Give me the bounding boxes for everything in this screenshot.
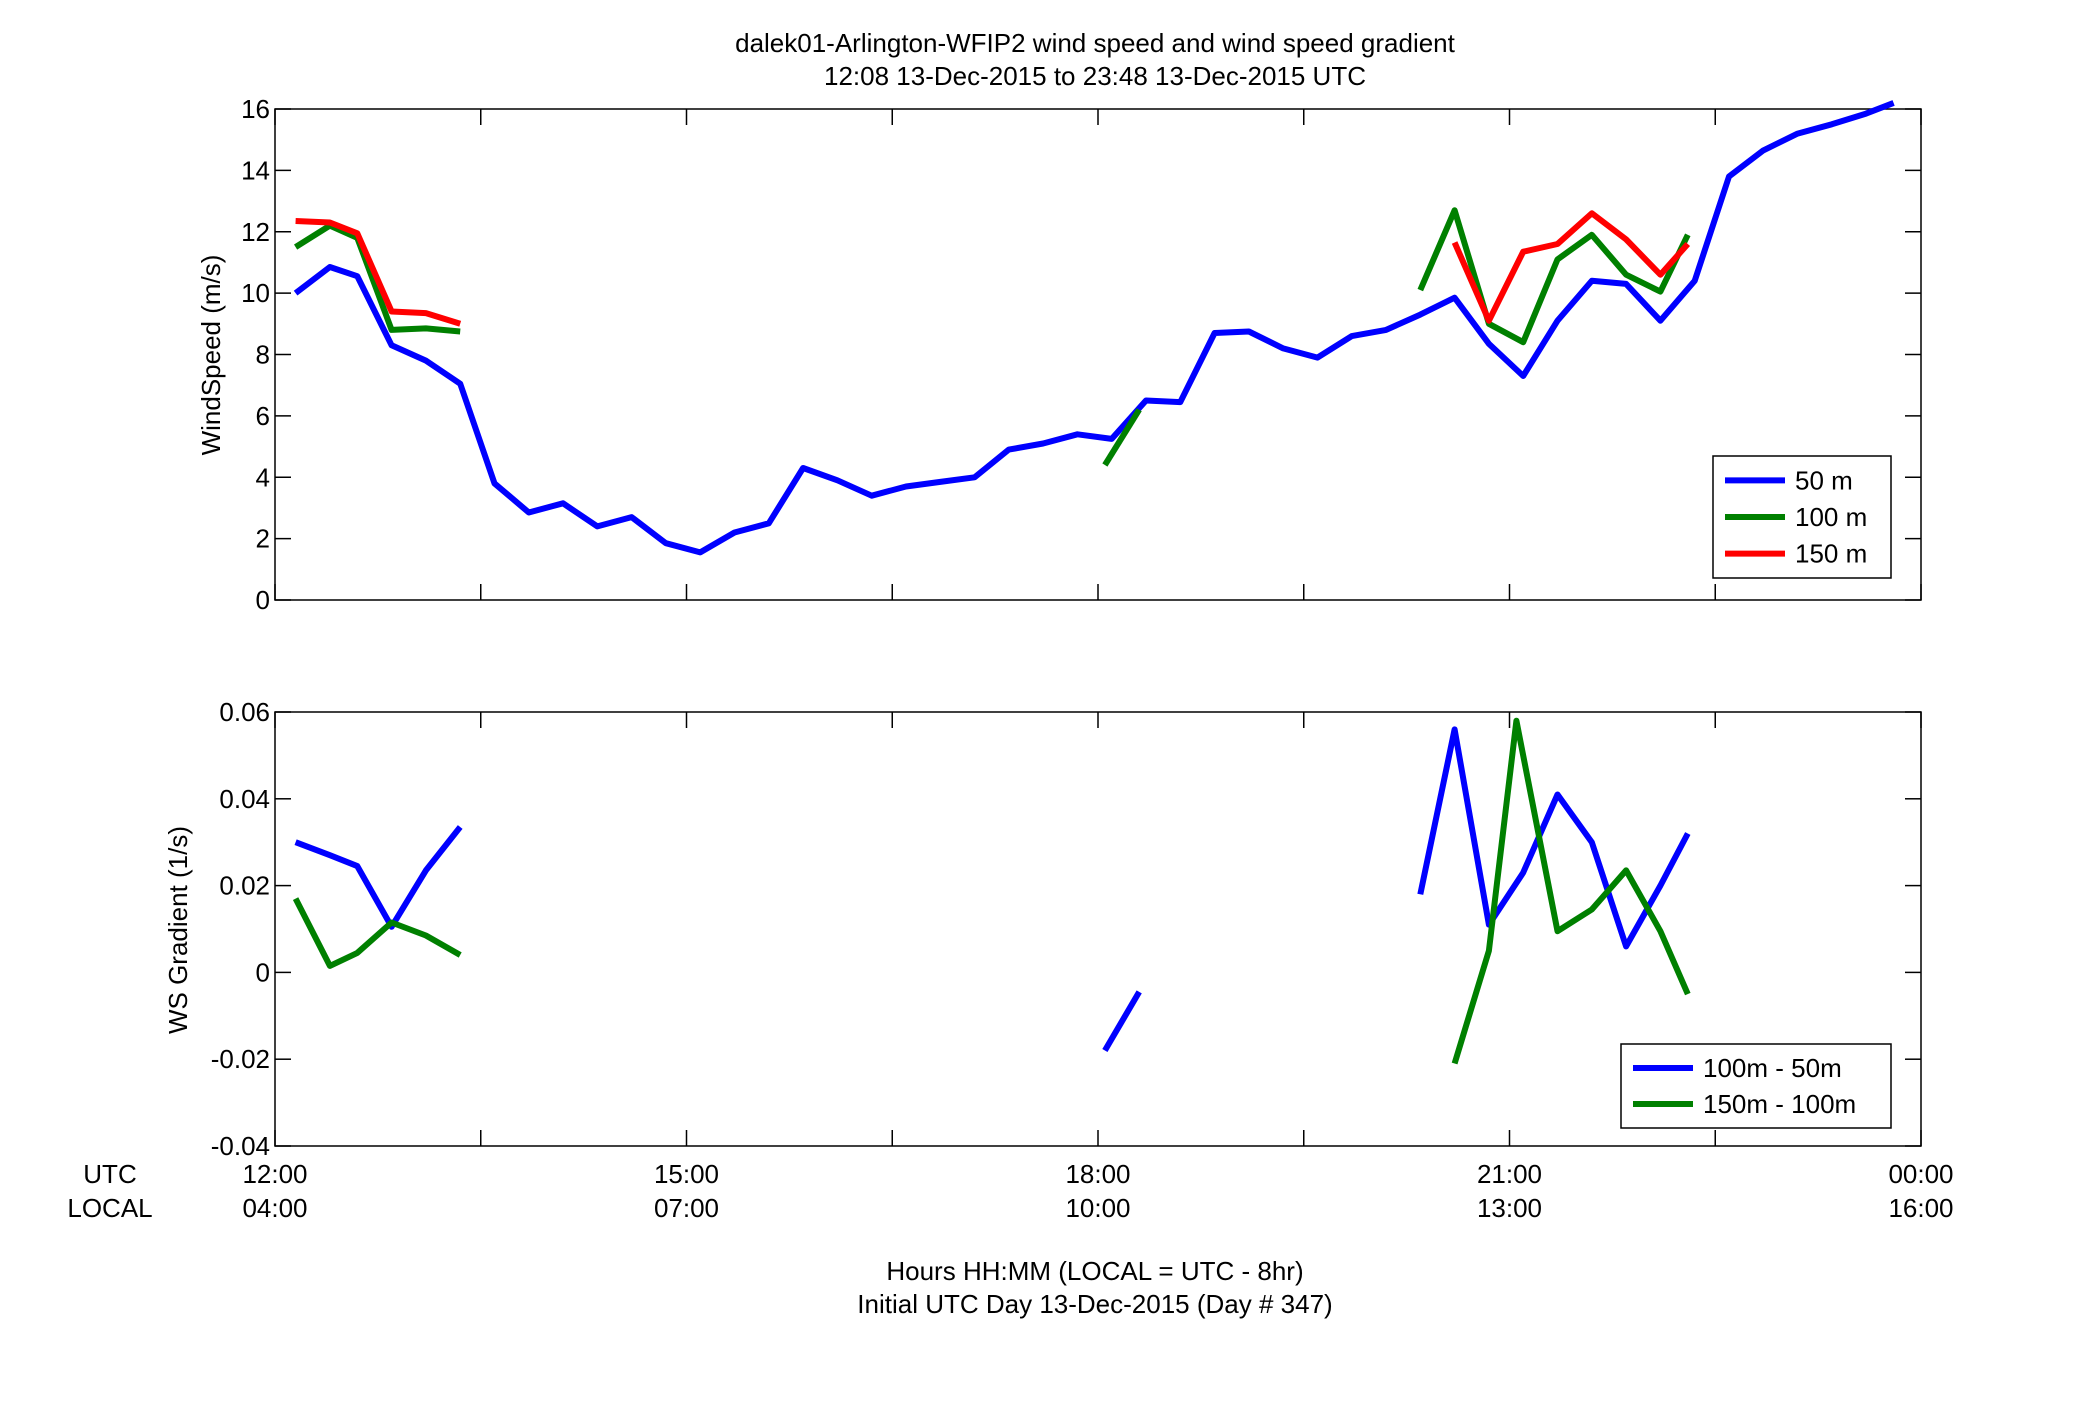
windspeed-y-tick-label: 0 xyxy=(256,585,270,615)
windspeed-y-tick-label: 6 xyxy=(256,401,270,431)
x-tick-label-utc: 15:00 xyxy=(654,1159,719,1189)
x-tick-label-utc: 18:00 xyxy=(1065,1159,1130,1189)
windspeed-y-tick-label: 8 xyxy=(256,340,270,370)
row-label-utc: UTC xyxy=(83,1159,136,1189)
gradient-series xyxy=(292,717,1691,1065)
gradient-legend: 100m - 50m 150m - 100m xyxy=(1620,1043,1892,1129)
gradient-y-tick-label: 0.02 xyxy=(219,871,270,901)
gradient-line-100m-50m xyxy=(294,825,463,930)
gradient-panel: -0.04 -0.02 0 0.02 0.04 0.06 WS Gradient (1/s… xyxy=(163,697,1922,1161)
windspeed-legend: 50 m 100 m 150 m xyxy=(1712,455,1892,579)
x-tick-label-local: 04:00 xyxy=(242,1193,307,1223)
figure-title-line2: 12:08 13-Dec-2015 to 23:48 13-Dec-2015 U… xyxy=(824,61,1366,91)
x-tick-label-local: 10:00 xyxy=(1065,1193,1130,1223)
windspeed-legend-label: 150 m xyxy=(1795,539,1867,569)
windspeed-line-100-m xyxy=(1417,207,1691,346)
x-axis-label-line2: Initial UTC Day 13-Dec-2015 (Day # 347) xyxy=(857,1289,1332,1319)
x-tick-label-local: 13:00 xyxy=(1477,1193,1542,1223)
gradient-line-100m-50m xyxy=(1102,990,1142,1053)
windspeed-line-100-m xyxy=(294,222,461,335)
figure-title-line1: dalek01-Arlington-WFIP2 wind speed and w… xyxy=(735,28,1456,58)
windspeed-line-100-m xyxy=(1102,408,1142,467)
x-tick-label-utc: 21:00 xyxy=(1477,1159,1542,1189)
gradient-legend-label: 100m - 50m xyxy=(1703,1053,1842,1083)
gradient-y-tick-label: 0.06 xyxy=(219,697,270,727)
gradient-x-ticks xyxy=(274,712,1922,1146)
x-tick-labels: 12:00 04:00 15:00 07:00 18:00 10:00 21:00 13:00… xyxy=(242,1159,1953,1223)
gradient-y-tick-label: -0.02 xyxy=(211,1044,270,1074)
windspeed-legend-label: 100 m xyxy=(1795,502,1867,532)
windspeed-y-axis-label: WindSpeed (m/s) xyxy=(196,255,226,456)
x-axis-label-line1: Hours HH:MM (LOCAL = UTC - 8hr) xyxy=(886,1256,1303,1286)
windspeed-line-150-m xyxy=(295,218,462,327)
x-tick-label-utc: 12:00 xyxy=(242,1159,307,1189)
gradient-y-tick-label: -0.04 xyxy=(211,1131,270,1161)
windspeed-y-tick-label: 16 xyxy=(241,94,270,124)
gradient-legend-box xyxy=(1620,1043,1892,1129)
windspeed-line-50-m xyxy=(293,100,1895,556)
row-label-local: LOCAL xyxy=(67,1193,152,1223)
x-tick-label-utc: 00:00 xyxy=(1888,1159,1953,1189)
windspeed-line-150-m xyxy=(1451,210,1691,324)
gradient-y-tick-label: 0.04 xyxy=(219,784,270,814)
gradient-line-150m-100m xyxy=(1451,717,1691,1065)
gradient-y-tick-label: 0 xyxy=(256,957,270,987)
gradient-legend-label: 150m - 100m xyxy=(1703,1089,1856,1119)
gradient-y-axis: -0.04 -0.02 0 0.02 0.04 0.06 xyxy=(211,697,1921,1161)
windspeed-y-tick-label: 4 xyxy=(256,462,270,492)
windspeed-y-tick-label: 10 xyxy=(241,278,270,308)
windspeed-x-ticks xyxy=(274,109,1922,600)
windspeed-y-tick-label: 2 xyxy=(256,524,270,554)
windspeed-panel: 0 2 4 6 8 10 12 14 16 WindSpeed (m/s) 50 m 100 m 1… xyxy=(196,94,1922,615)
windspeed-plot-area xyxy=(274,108,1922,601)
x-tick-label-local: 07:00 xyxy=(654,1193,719,1223)
windspeed-legend-label: 50 m xyxy=(1795,465,1853,495)
windspeed-y-tick-label: 12 xyxy=(241,217,270,247)
windspeed-series xyxy=(293,100,1895,556)
windspeed-y-axis: 0 2 4 6 8 10 12 14 16 xyxy=(241,94,1921,615)
gradient-y-axis-label: WS Gradient (1/s) xyxy=(163,826,193,1034)
gradient-line-150m-100m xyxy=(292,897,462,969)
windspeed-y-tick-label: 14 xyxy=(241,155,270,185)
x-tick-label-local: 16:00 xyxy=(1888,1193,1953,1223)
